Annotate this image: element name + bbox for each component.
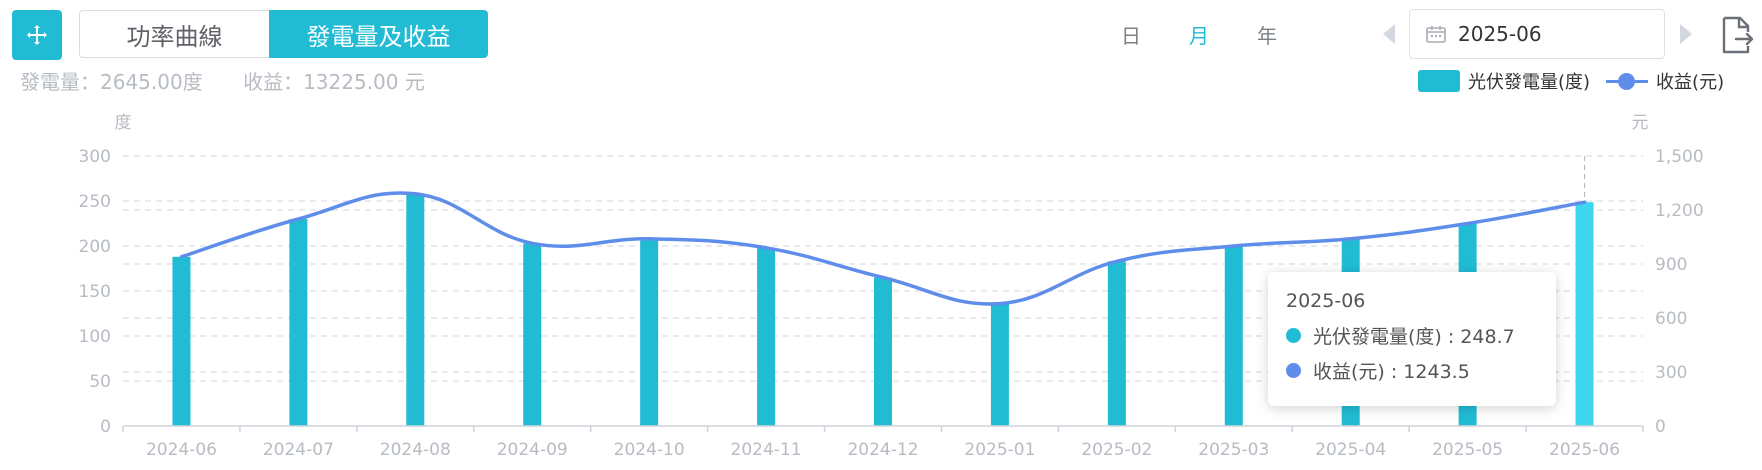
x-tick-label: 2025-05	[1432, 440, 1503, 460]
tooltip-generation-dot	[1286, 328, 1301, 343]
period-year[interactable]: 年	[1257, 24, 1277, 48]
y-tick-label-right: 0	[1655, 417, 1666, 437]
bar-generation	[874, 277, 892, 426]
summary-line: 發電量：2645.00度 收益：13225.00 元	[20, 66, 459, 95]
tab-generation-revenue[interactable]: 發電量及收益	[269, 10, 488, 58]
calendar-icon	[1426, 26, 1446, 43]
y-tick-label-left: 300	[79, 147, 111, 167]
date-picker[interactable]: 2025-06	[1409, 9, 1665, 59]
tooltip-revenue-dot	[1286, 363, 1301, 378]
x-tick-label: 2025-03	[1198, 440, 1269, 460]
move-icon	[27, 25, 47, 45]
tooltip-row-generation: 光伏發電量(度) : 248.7	[1286, 322, 1538, 349]
x-tick-label: 2024-08	[380, 440, 451, 460]
legend-generation-label[interactable]: 光伏發電量(度)	[1468, 72, 1591, 93]
x-tick-label: 2025-02	[1081, 440, 1152, 460]
tooltip-generation-text: 光伏發電量(度) : 248.7	[1313, 326, 1515, 348]
x-tick-label: 2024-09	[497, 440, 568, 460]
y-tick-label-right: 1,500	[1655, 147, 1704, 167]
chart-tooltip: 2025-06 光伏發電量(度) : 248.7 收益(元) : 1243.5	[1268, 272, 1556, 406]
bar-generation	[990, 303, 1009, 426]
y-axis-unit-right: 元	[1632, 113, 1649, 133]
chart-legend: 光伏發電量(度) 收益(元)	[1418, 68, 1724, 94]
period-month[interactable]: 月	[1189, 24, 1209, 48]
bar-generation	[406, 193, 425, 426]
summary-generation: 發電量：2645.00度	[20, 70, 203, 94]
bar-generation	[1107, 261, 1126, 426]
x-tick-label: 2025-04	[1315, 440, 1386, 460]
bar-generation	[523, 243, 542, 426]
x-tick-label: 2024-06	[146, 440, 217, 460]
next-date-button[interactable]	[1680, 24, 1692, 44]
x-tick-label: 2024-12	[847, 440, 918, 460]
bar-generation	[640, 238, 659, 426]
y-tick-label-right: 600	[1655, 309, 1687, 329]
tooltip-row-revenue: 收益(元) : 1243.5	[1286, 357, 1538, 384]
y-tick-label-left: 50	[89, 372, 111, 392]
export-icon[interactable]	[1720, 16, 1754, 54]
bar-generation	[172, 256, 191, 426]
bar-generation	[757, 247, 776, 426]
tooltip-revenue-text: 收益(元) : 1243.5	[1313, 361, 1470, 383]
bar-generation	[289, 219, 308, 426]
y-axis-unit-left: 度	[115, 113, 132, 133]
x-tick-label: 2025-06	[1549, 440, 1620, 460]
bar-generation	[1575, 202, 1594, 426]
x-tick-label: 2025-01	[964, 440, 1035, 460]
date-value: 2025-06	[1458, 22, 1542, 46]
mode-tab-group: 功率曲線 發電量及收益	[79, 10, 488, 58]
x-tick-label: 2024-11	[731, 440, 802, 460]
period-day[interactable]: 日	[1121, 24, 1141, 48]
tooltip-title: 2025-06	[1286, 290, 1366, 312]
y-tick-label-left: 250	[79, 192, 111, 212]
y-tick-label-right: 1,200	[1655, 201, 1704, 221]
y-tick-label-left: 150	[79, 282, 111, 302]
summary-revenue: 收益：13225.00 元	[243, 70, 425, 94]
legend-bar-swatch[interactable]	[1418, 70, 1460, 92]
tab-power-curve[interactable]: 功率曲線	[79, 10, 269, 58]
legend-revenue-label[interactable]: 收益(元)	[1656, 72, 1725, 93]
prev-date-button[interactable]	[1383, 24, 1395, 44]
x-tick-label: 2024-10	[614, 440, 685, 460]
x-tick-label: 2024-07	[263, 440, 334, 460]
y-tick-label-left: 0	[100, 417, 111, 437]
y-tick-label-right: 900	[1655, 255, 1687, 275]
legend-line-swatch[interactable]	[1606, 70, 1649, 92]
line-revenue	[179, 191, 1587, 306]
y-tick-label-right: 300	[1655, 363, 1687, 383]
move-button[interactable]	[12, 10, 62, 60]
y-tick-label-left: 100	[79, 327, 111, 347]
bar-generation	[1224, 246, 1243, 426]
y-tick-label-left: 200	[79, 237, 111, 257]
